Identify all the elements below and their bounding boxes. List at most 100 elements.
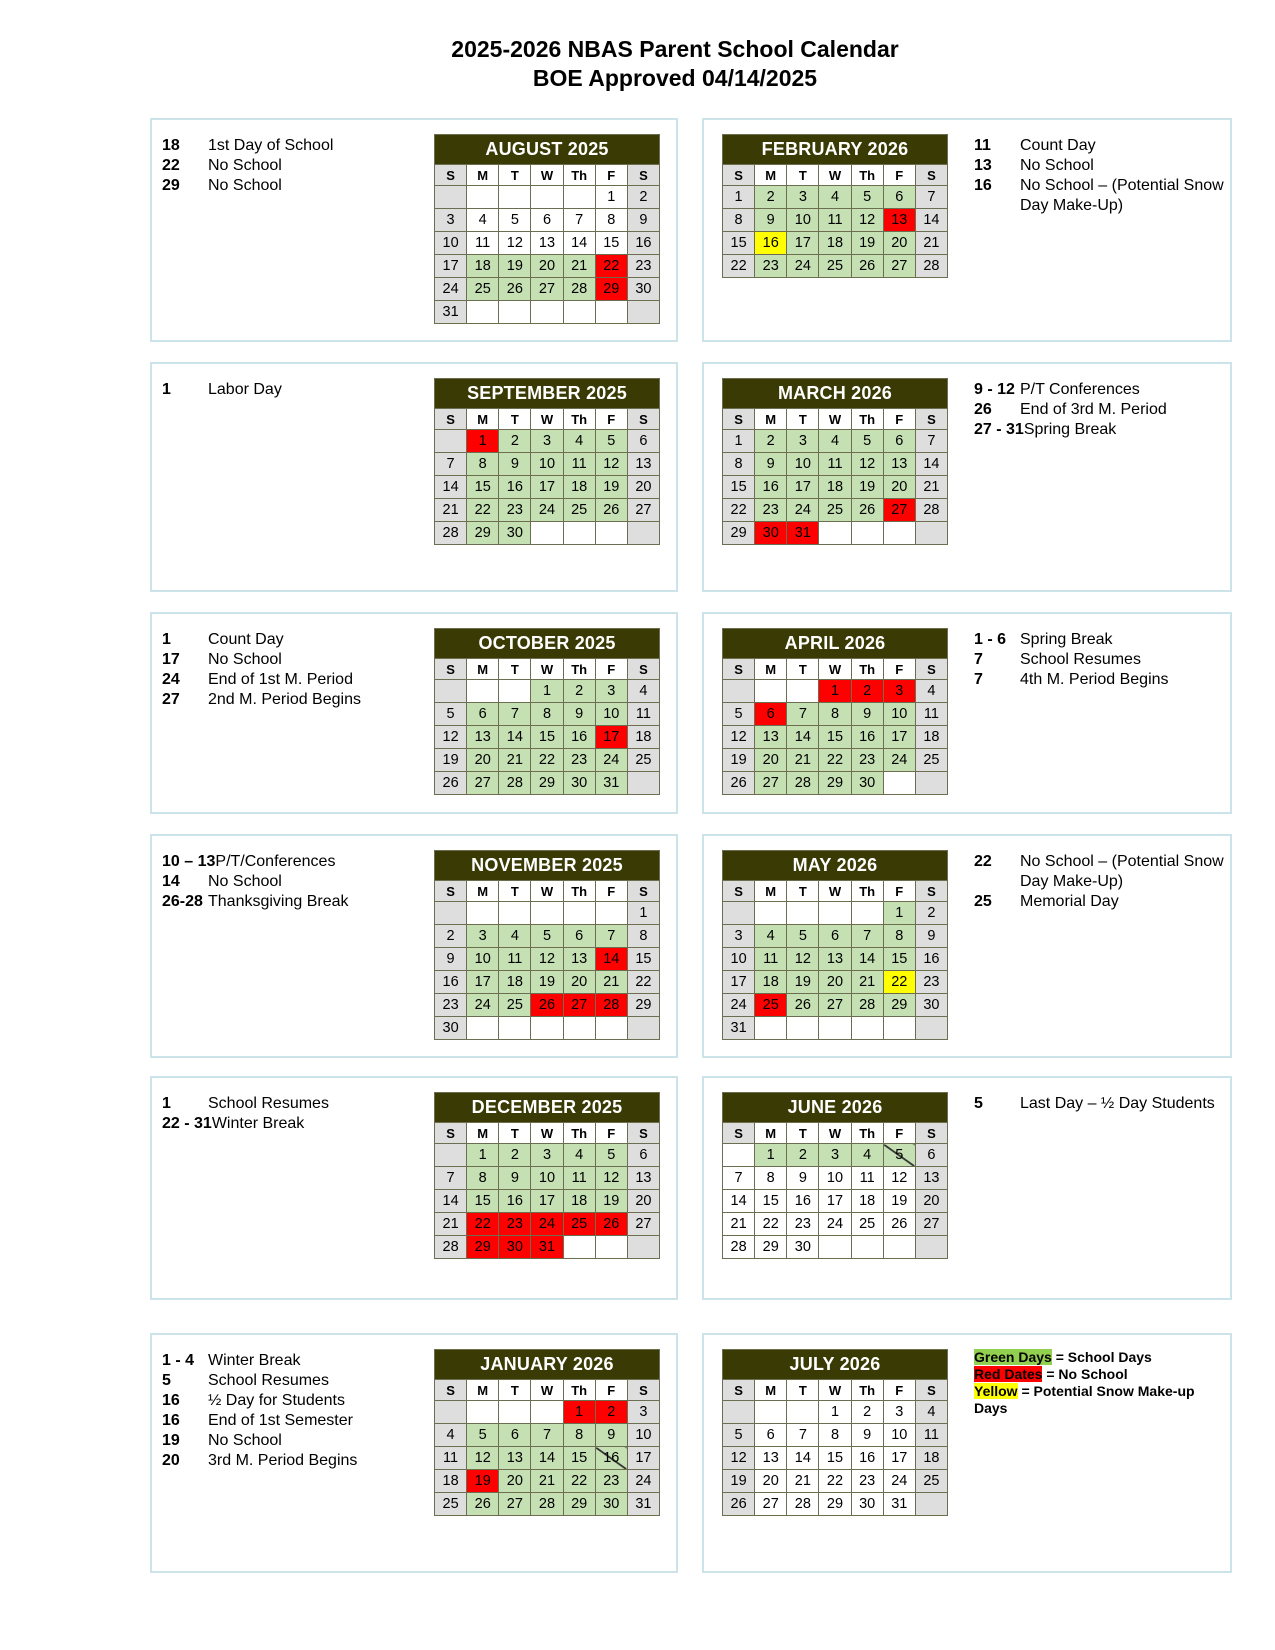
day-cell: 15 [754,1189,788,1213]
day-cell: 11 [498,947,532,971]
day-cell: 26 [466,1492,500,1516]
day-cell: 3 [530,1143,564,1167]
note-item: 29 No School [162,176,422,196]
month-title: AUGUST 2025 [434,134,660,165]
day-cell: 2 [594,1400,628,1424]
empty-cell [594,1235,628,1259]
day-cell: 11 [914,702,949,726]
month-calendar: MARCH 2026 S M T W Th F S 1 2 3 4 5 6 7 8 9 10 11 12 13 14 15 1… [721,378,949,545]
day-cell: 26 [786,993,820,1017]
day-cell: 4 [818,429,852,453]
empty-cell [818,521,852,545]
day-cell: 20 [562,970,596,994]
weekday-header: T [786,658,820,680]
day-cell: 17 [530,475,564,499]
day-cell: 23 [914,970,949,994]
day-cell: 4 [914,679,949,703]
empty-cell [882,771,916,795]
day-cell: 8 [721,452,756,476]
weekday-header: T [498,880,532,902]
day-cell: 11 [562,1166,596,1190]
day-cell: 12 [786,947,820,971]
day-cell: 18 [818,475,852,499]
empty-cell [914,771,949,795]
legend: Green Days = School Days Red Dates = No S… [974,1349,1224,1417]
empty-cell [850,521,884,545]
note-item: 1 Labor Day [162,380,422,400]
note-date: 16 [162,1412,180,1429]
day-cell: 1 [466,429,500,453]
day-cell: 21 [562,254,596,278]
note-item: 11 Count Day [974,136,1224,156]
month-notes: 9 - 12 P/T Conferences 26 End of 3rd M. Per… [974,380,1224,440]
empty-cell [594,300,628,324]
day-cell: 19 [721,748,756,772]
month-title: JANUARY 2026 [434,1349,660,1380]
weekday-header: F [594,164,628,186]
note-text: 1st Day of School [208,137,334,154]
empty-cell [594,1016,628,1040]
month-title: DECEMBER 2025 [434,1092,660,1123]
day-cell: 13 [818,947,852,971]
day-cell: 14 [433,1189,468,1213]
note-date: 29 [162,177,180,194]
note-date: 7 [974,671,983,688]
month-calendar: FEBRUARY 2026 S M T W Th F S 1 2 3 4 5 6 7 8 9 10 11 12 13 14… [721,134,949,278]
day-cell: 26 [433,771,468,795]
day-cell: 24 [786,498,820,522]
month-notes: 22 No School – (Potential Snow Day Make-U… [974,852,1224,912]
weekday-header: M [754,880,788,902]
day-cell: 4 [754,924,788,948]
empty-cell [754,901,788,925]
weekday-header: S [626,1379,661,1401]
day-cell: 7 [562,208,596,232]
note-item: 27 2nd M. Period Begins [162,690,422,710]
day-cell: 3 [882,1400,916,1424]
weekday-header: T [498,408,532,430]
day-cell: 20 [754,1469,788,1493]
day-cell: 28 [786,1492,820,1516]
page-subtitle: BOE Approved 04/14/2025 [532,65,818,91]
day-cell: 25 [498,993,532,1017]
day-cell: 27 [530,277,564,301]
month-panel-jun: JUNE 2026 S M T W Th F S 1 2 3 4 5 6 7 8 9 10 11 12 13 14 15 16… [702,1076,1232,1300]
weekday-header: Th [562,1379,596,1401]
weekday-header: Th [850,408,884,430]
day-cell: 17 [594,725,628,749]
weekday-header: F [882,658,916,680]
weekday-header: M [754,1122,788,1144]
month-notes: 18 1st Day of School 22 No School 29 No Schoo… [162,136,422,196]
day-cell: 8 [754,1166,788,1190]
note-date: 27 - 31 [974,421,1024,438]
month-panel-mar: MARCH 2026 S M T W Th F S 1 2 3 4 5 6 7 8 9 10 11 12 13 14 15 1… [702,362,1232,592]
day-cell: 17 [626,1446,661,1470]
day-cell: 25 [466,277,500,301]
day-cell: 28 [721,1235,756,1259]
day-cell: 23 [754,498,788,522]
day-cell: 30 [786,1235,820,1259]
day-cell: 27 [626,498,661,522]
day-cell: 23 [850,748,884,772]
note-date: 16 [162,1392,180,1409]
day-cell: 23 [433,993,468,1017]
day-cell: 6 [882,429,916,453]
day-cell: 28 [433,521,468,545]
note-date: 11 [974,137,991,154]
day-cell: 13 [754,1446,788,1470]
weekday-header: T [498,1122,532,1144]
note-text: 2nd M. Period Begins [208,691,361,708]
day-cell: 30 [850,1492,884,1516]
legend-red-text: = No School [1042,1366,1128,1382]
note-text: No School [208,1432,282,1449]
day-cell: 18 [433,1469,468,1493]
weekday-header: S [626,658,661,680]
day-cell: 15 [721,475,756,499]
day-cell: 29 [882,993,916,1017]
note-item: 22 No School [162,156,422,176]
day-cell: 26 [530,993,564,1017]
note-item: 1 Count Day [162,630,422,650]
note-date: 5 [162,1372,171,1389]
weekday-header: Th [562,408,596,430]
day-cell: 10 [721,947,756,971]
day-cell: 1 [721,185,756,209]
